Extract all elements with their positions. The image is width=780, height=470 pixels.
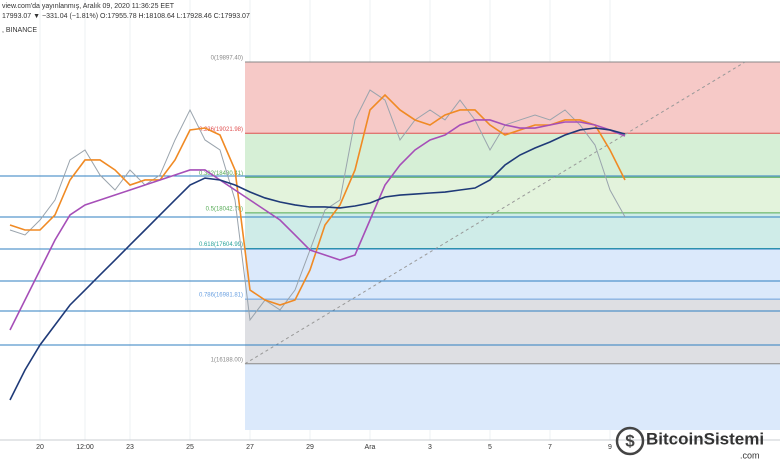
fib-zone — [245, 133, 780, 178]
chart-title: view.com'da yayınlanmış, Aralık 09, 2020… — [2, 3, 175, 10]
x-tick-label: 12:00 — [76, 444, 94, 451]
series-line — [9, 89, 626, 322]
x-tick-label: 3 — [428, 444, 432, 451]
watermark: $ BitcoinSistemi .com — [615, 426, 764, 460]
fib-label: 0.5(18042.70) — [206, 206, 243, 212]
fib-zone — [245, 62, 780, 134]
fib-label: 0.382(18480.41) — [199, 171, 243, 177]
source: , BINANCE — [2, 27, 37, 34]
fib-trend-line — [244, 61, 746, 365]
fib-label: 0.786(16981.81) — [199, 293, 243, 299]
x-tick-label: 25 — [186, 444, 194, 451]
fib-zone — [245, 212, 780, 249]
x-tick-label: 23 — [126, 444, 134, 451]
zones — [39, 0, 780, 440]
fib-label: 0.618(17604.99) — [199, 242, 243, 248]
x-tick-label: 9 — [608, 444, 612, 451]
chart-subtitle: 17993.07 ▼ −331.04 (−1.81%) O:17955.78 H… — [2, 13, 250, 20]
watermark-logo — [615, 426, 645, 456]
fib-zone — [245, 248, 780, 300]
x-tick-label: 27 — [246, 444, 254, 451]
series-line — [9, 127, 626, 401]
fib-label: 1(16188.00) — [211, 357, 243, 363]
plot: 20 12:00 23 25 27 29 Ara 3 5 7 9 0(19897.40) 0.236(1… — [0, 56, 780, 451]
fib-zone — [245, 363, 780, 430]
x-tick-label: 5 — [488, 444, 492, 451]
x-tick-label: 20 — [36, 444, 44, 451]
watermark-suffix: .com — [740, 450, 760, 460]
series-line — [9, 119, 626, 331]
fib-label: 0.236(19021.98) — [199, 127, 243, 133]
x-tick-label: Ara — [365, 444, 376, 451]
watermark-logo-glyph: $ — [625, 431, 635, 450]
series-line — [9, 93, 626, 306]
x-tick-label: 29 — [306, 444, 314, 451]
fib-label: 0(19897.40) — [211, 56, 243, 62]
fib-zone — [245, 299, 780, 364]
x-tick-label: 7 — [548, 444, 552, 451]
watermark-text: BitcoinSistemi — [646, 429, 764, 448]
